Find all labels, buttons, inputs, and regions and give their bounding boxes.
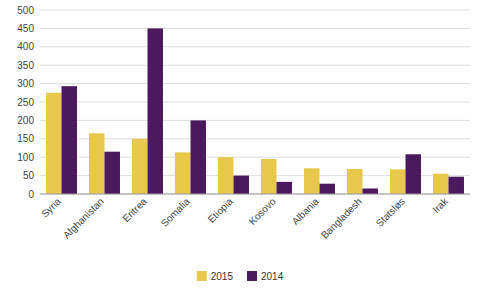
x-tick-label: Albania — [290, 195, 322, 227]
y-tick-label: 200 — [17, 115, 34, 126]
x-tick-label: Somalia — [159, 195, 193, 229]
bar — [218, 157, 233, 194]
bar — [406, 154, 421, 194]
y-tick-label: 100 — [17, 152, 34, 163]
x-tick-label: Syria — [39, 195, 63, 219]
y-tick-label: 400 — [17, 41, 34, 52]
grid-line — [40, 102, 470, 103]
y-tick-label: 350 — [17, 60, 34, 71]
bar — [363, 188, 378, 194]
y-tick-label: 150 — [17, 133, 34, 144]
x-axis-line — [40, 194, 470, 195]
y-tick-label: 0 — [28, 189, 34, 200]
bar — [304, 168, 319, 194]
x-tick-label: Eritrea — [120, 195, 149, 224]
grid-line — [40, 10, 470, 11]
legend-label: 2014 — [261, 271, 284, 282]
x-tick-label: Irak — [430, 195, 450, 215]
bar — [191, 120, 206, 194]
y-tick-label: 50 — [23, 170, 35, 181]
bars — [46, 28, 464, 194]
bar — [46, 93, 61, 194]
grid-line — [40, 120, 470, 121]
bar — [390, 169, 405, 194]
x-tick-label: Kosovo — [247, 195, 279, 227]
chart: 0 50 100 150 200 250 300 350 400 450 500 SyriaAfgha… — [0, 0, 480, 289]
x-tick-label: Afghanistan — [61, 196, 106, 241]
legend: 2015 2014 — [197, 271, 284, 282]
grid-line — [40, 65, 470, 66]
x-tick-label: Etiopia — [206, 195, 236, 225]
bar — [175, 152, 190, 194]
bar — [234, 176, 249, 194]
y-tick-label: 300 — [17, 78, 34, 89]
bar — [347, 169, 362, 194]
bar — [62, 86, 77, 194]
bar — [277, 182, 292, 194]
grid-line — [40, 28, 470, 29]
bar — [132, 139, 147, 194]
grid-line — [40, 83, 470, 84]
grid-line — [40, 46, 470, 47]
legend-swatch — [247, 271, 257, 281]
y-tick-label: 500 — [17, 5, 34, 16]
y-tick-label: 250 — [17, 97, 34, 108]
x-tick-label: Bangladesh — [319, 196, 364, 241]
bar — [105, 152, 120, 194]
bar — [261, 159, 276, 194]
legend-label: 2015 — [211, 271, 234, 282]
bar — [433, 174, 448, 194]
grid-line — [40, 194, 470, 195]
bar — [148, 28, 163, 194]
legend-swatch — [197, 271, 207, 281]
x-tick-label: Statsløs — [374, 196, 407, 229]
bar — [320, 184, 335, 194]
bar — [89, 133, 104, 194]
y-tick-label: 450 — [17, 23, 34, 34]
bar — [449, 177, 464, 194]
